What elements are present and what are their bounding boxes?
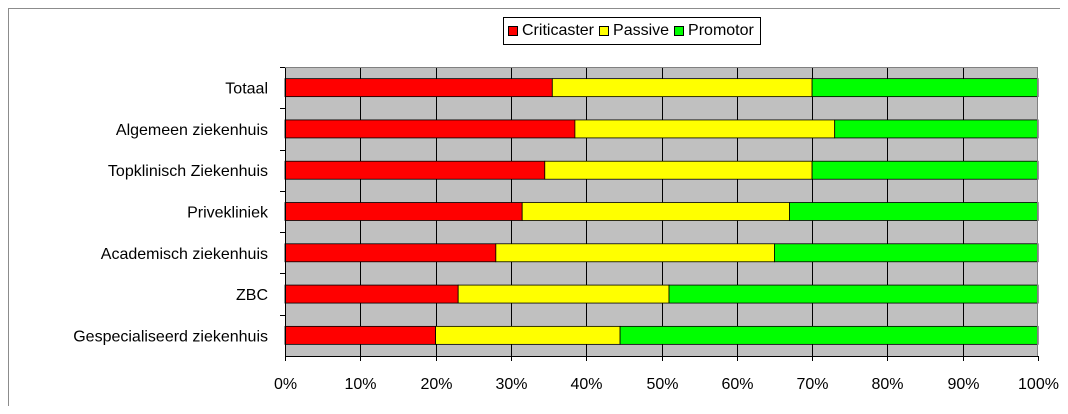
bar-promotor-1 — [834, 119, 1039, 139]
bar-promotor-5 — [668, 284, 1039, 304]
x-tick-label: 90% — [947, 376, 979, 393]
x-tick-label: 0% — [274, 376, 297, 393]
legend-label-passive: Passive — [613, 22, 670, 39]
bar-criticaster-2 — [284, 160, 546, 180]
bar-criticaster-6 — [284, 325, 437, 345]
category-label: Algemeen ziekenhuis — [116, 122, 268, 139]
bar-criticaster-4 — [284, 243, 497, 263]
legend-item-promotor: Promotor — [674, 22, 754, 40]
category-label: Privekliniek — [187, 205, 269, 222]
bar-promotor-3 — [789, 202, 1039, 221]
legend-label-criticaster: Criticaster — [522, 22, 595, 39]
x-tick-label: 20% — [420, 376, 452, 393]
bar-promotor-4 — [774, 243, 1039, 263]
category-label: Gespecialiseerd ziekenhuis — [73, 328, 268, 345]
x-tick-label: 40% — [570, 376, 602, 393]
x-tick-label: 50% — [646, 376, 678, 393]
legend-swatch-promotor — [674, 26, 685, 36]
category-label: Topklinisch Ziekenhuis — [108, 163, 268, 180]
category-label: ZBC — [236, 287, 268, 304]
legend-item-passive: Passive — [599, 22, 669, 40]
x-tick-label: 10% — [344, 376, 376, 393]
bar-criticaster-0 — [284, 78, 553, 98]
x-tick-label: 100% — [1018, 376, 1059, 393]
legend-swatch-passive — [599, 26, 610, 36]
bar-criticaster-5 — [284, 284, 459, 304]
legend-swatch-criticaster — [508, 26, 518, 36]
category-label: Academisch ziekenhuis — [101, 246, 268, 263]
bar-passive-4 — [495, 243, 775, 263]
x-tick-label: 80% — [871, 376, 903, 393]
bar-passive-1 — [574, 119, 836, 139]
x-tick-label: 60% — [721, 376, 753, 393]
bar-passive-5 — [457, 284, 670, 304]
bar-passive-2 — [544, 160, 813, 180]
bar-promotor-6 — [619, 325, 1039, 345]
chart-legend: Criticaster Passive Promotor — [503, 17, 761, 45]
bar-promotor-0 — [811, 78, 1039, 98]
category-label: Totaal — [225, 81, 268, 98]
bar-promotor-2 — [811, 160, 1039, 180]
x-tick-label: 70% — [796, 376, 828, 393]
x-tick-label: 30% — [495, 376, 527, 393]
bar-passive-3 — [521, 202, 790, 221]
legend-label-promotor: Promotor — [688, 22, 754, 39]
bar-criticaster-3 — [284, 202, 523, 221]
bar-criticaster-1 — [284, 119, 576, 139]
bar-passive-6 — [435, 325, 621, 345]
bar-passive-0 — [551, 78, 813, 98]
legend-item-criticaster: Criticaster — [508, 22, 594, 40]
